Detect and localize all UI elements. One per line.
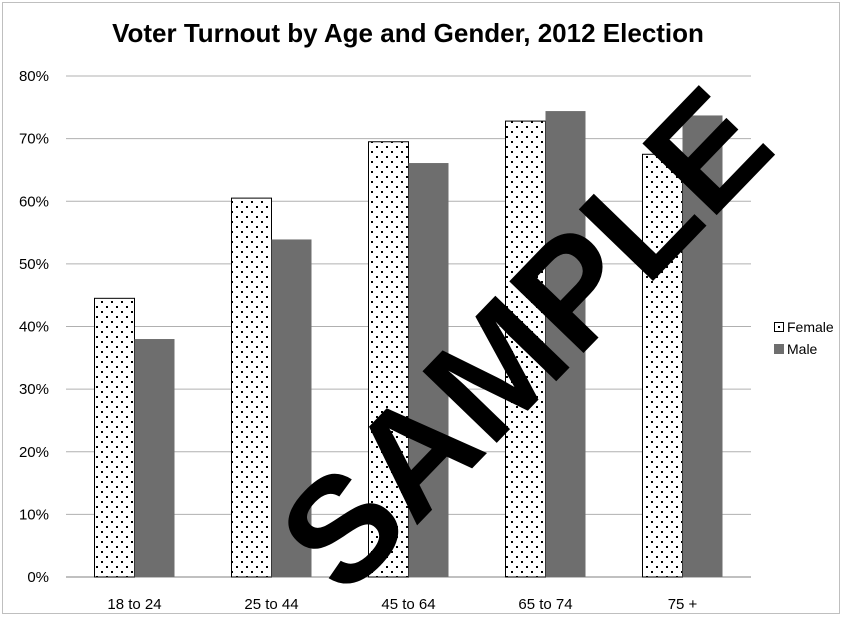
x-tick-label: 45 to 64 <box>381 596 435 613</box>
x-tick-label: 25 to 44 <box>244 596 298 613</box>
bar-male-0 <box>134 339 175 577</box>
y-tick-label: 50% <box>19 256 49 273</box>
legend: Female Male <box>774 316 834 360</box>
chart-title: Voter Turnout by Age and Gender, 2012 El… <box>112 18 704 48</box>
bar-male-1 <box>271 239 312 578</box>
legend-item-female: Female <box>774 316 834 338</box>
x-tick-label: 65 to 74 <box>518 596 572 613</box>
bar-female-4 <box>642 153 683 578</box>
bar-female-2 <box>368 141 409 578</box>
legend-label-male: Male <box>787 341 818 357</box>
bar-female-1 <box>231 197 272 578</box>
y-tick-label: 70% <box>19 131 49 148</box>
y-tick-label: 30% <box>19 381 49 398</box>
bar-male-4 <box>682 115 723 578</box>
legend-label-female: Female <box>787 319 834 335</box>
x-tick-label: 75 + <box>668 596 698 613</box>
legend-swatch-female <box>774 322 784 332</box>
y-tick-label: 40% <box>19 319 49 336</box>
legend-swatch-male <box>774 344 784 354</box>
bar-female-0 <box>94 297 135 578</box>
y-tick-label: 0% <box>27 569 49 586</box>
y-tick-label: 80% <box>19 68 49 85</box>
y-tick-label: 10% <box>19 506 49 523</box>
watermark-text: SAMPLE <box>247 56 802 618</box>
y-tick-label: 60% <box>19 193 49 210</box>
x-tick-label: 18 to 24 <box>107 596 161 613</box>
y-tick-label: 20% <box>19 444 49 461</box>
bar-male-2 <box>408 163 449 577</box>
legend-item-male: Male <box>774 338 834 360</box>
bar-male-3 <box>545 111 586 577</box>
